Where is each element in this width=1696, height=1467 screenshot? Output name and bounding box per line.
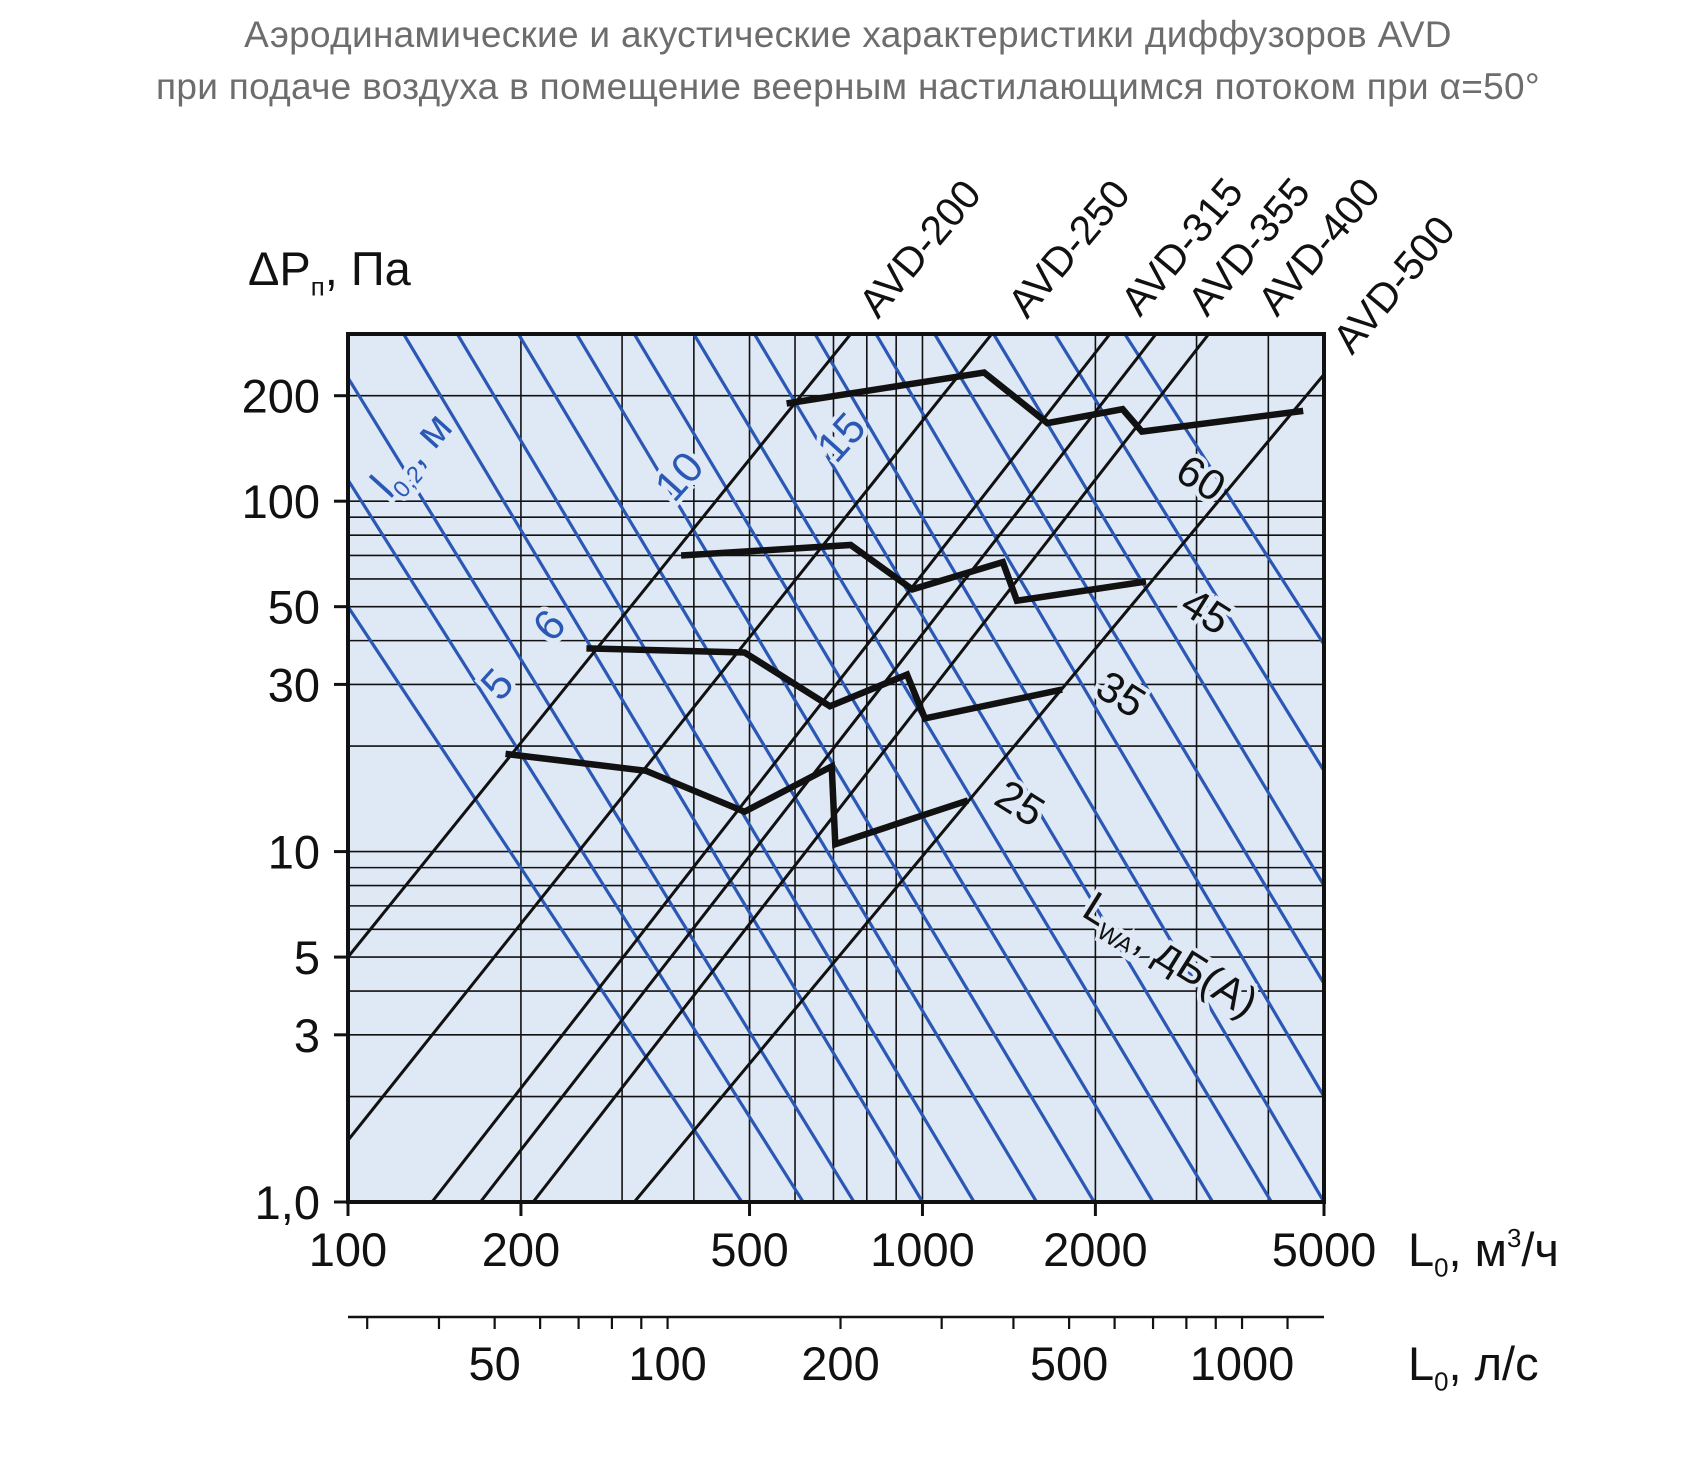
chart-title-line1: Аэродинамические и акустические характер… <box>244 14 1452 55</box>
throw-line <box>455 334 976 1202</box>
x-tick-label: 5000 <box>1272 1223 1377 1276</box>
chart-title-line2: при подаче воздуха в помещение веерным н… <box>155 66 1540 107</box>
throw-line <box>348 479 805 1202</box>
x2-axis-title: L0, л/с <box>1408 1337 1539 1396</box>
x-tick-label: 100 <box>309 1223 387 1276</box>
x-tick-label: 2000 <box>1043 1223 1148 1276</box>
throw-line <box>632 334 1155 1202</box>
diffuser-label: AVD-200 <box>850 171 990 326</box>
noise-line <box>505 750 970 849</box>
y-tick-label: 200 <box>242 370 320 423</box>
x2-tick-label: 100 <box>628 1337 706 1390</box>
x2-tick-label: 1000 <box>1190 1337 1295 1390</box>
x2-tick-label: 500 <box>1030 1337 1108 1390</box>
throw-line <box>692 334 1215 1202</box>
noise-line <box>786 369 1304 436</box>
noise-line <box>680 541 1147 605</box>
throw-line <box>575 334 1096 1202</box>
minor-grid <box>348 334 1324 1202</box>
y-tick-label: 3 <box>294 1009 320 1062</box>
y-tick-label: 5 <box>294 931 320 984</box>
throw-line <box>813 334 1324 1202</box>
x-axis-title: L0, м3/ч <box>1408 1223 1559 1282</box>
throw-line <box>402 334 924 1202</box>
y-tick-label: 30 <box>268 658 320 711</box>
y-axis-title: ΔPп, Па <box>248 242 412 301</box>
x-tick-label: 200 <box>482 1223 560 1276</box>
axes: 100 200 500 1000 2000 5000 1,0 3 5 10 30 50 100 200 50… <box>242 370 1377 1390</box>
throw-line <box>933 334 1324 985</box>
diffuser-label: AVD-250 <box>999 171 1139 326</box>
x-tick-label: 500 <box>710 1223 788 1276</box>
diffuser-lines <box>348 334 1324 1202</box>
x2-tick-label: 200 <box>801 1337 879 1390</box>
diffuser-line <box>531 334 1210 1202</box>
y-tick-label: 1,0 <box>255 1176 320 1229</box>
throw-line <box>874 334 1324 1098</box>
throw-line <box>348 605 744 1202</box>
throw-line <box>348 376 856 1202</box>
plot-frame <box>346 332 1326 1204</box>
diffuser-line <box>430 334 1112 1202</box>
diffuser-line <box>479 334 1158 1202</box>
y-tick-label: 50 <box>268 581 320 634</box>
noise-lines <box>505 369 1304 849</box>
throw-line <box>517 334 1038 1202</box>
y-tick-label: 100 <box>242 475 320 528</box>
diffuser-line <box>348 334 993 1142</box>
throw-line <box>753 334 1273 1202</box>
throw-line <box>1123 334 1324 646</box>
x2-tick-label: 50 <box>469 1337 521 1390</box>
diffuser-line <box>633 373 1324 1202</box>
throw-lines <box>348 334 1324 1202</box>
x-tick-label: 1000 <box>870 1223 975 1276</box>
noise-line <box>586 645 1063 723</box>
y-tick-label: 10 <box>268 826 320 879</box>
